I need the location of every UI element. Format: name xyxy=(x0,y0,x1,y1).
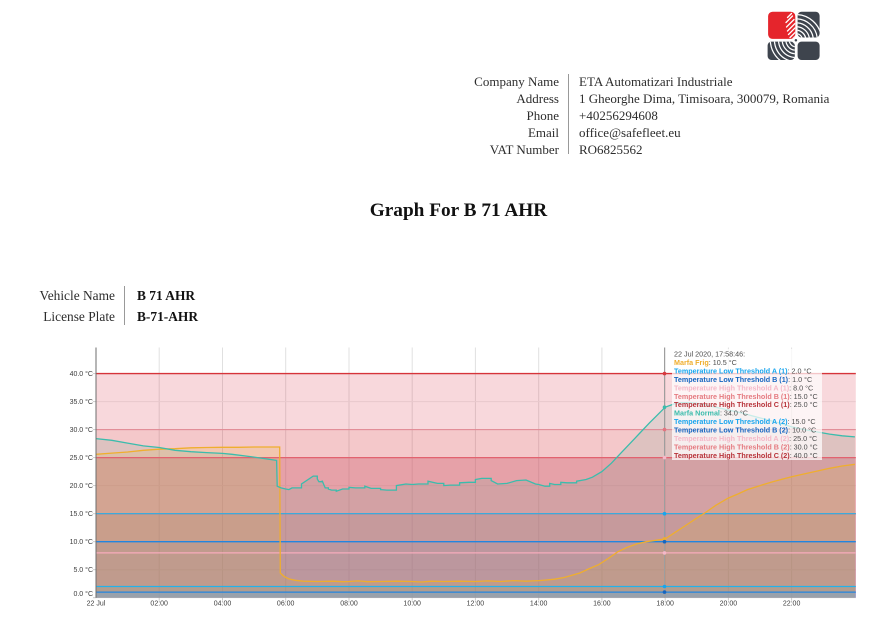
svg-text:Temperature High Threshold B (: Temperature High Threshold B (1): 15.0 °… xyxy=(674,392,818,401)
svg-text:02:00: 02:00 xyxy=(150,601,168,608)
svg-text:18:00: 18:00 xyxy=(656,601,674,608)
svg-text:Temperature Low Threshold A (2: Temperature Low Threshold A (2): 15.0 °C xyxy=(674,417,816,426)
svg-text:22 Jul: 22 Jul xyxy=(87,601,106,608)
svg-text:22:00: 22:00 xyxy=(783,601,801,608)
svg-text:Temperature Low Threshold B (1: Temperature Low Threshold B (1): 1.0 °C xyxy=(674,375,812,384)
svg-text:Temperature High Threshold C (: Temperature High Threshold C (2): 40.0 °… xyxy=(674,451,818,460)
svg-text:Temperature Low Threshold A (1: Temperature Low Threshold A (1): 2.0 °C xyxy=(674,367,812,376)
svg-text:08:00: 08:00 xyxy=(340,601,358,608)
svg-text:04:00: 04:00 xyxy=(214,601,232,608)
svg-text:20:00: 20:00 xyxy=(720,601,738,608)
svg-text:15.0 °C: 15.0 °C xyxy=(70,510,93,518)
svg-text:14:00: 14:00 xyxy=(530,601,548,608)
svg-text:22 Jul 2020, 17:58:46:: 22 Jul 2020, 17:58:46: xyxy=(674,350,745,359)
svg-text:20.0 °C: 20.0 °C xyxy=(70,482,93,490)
svg-text:10.0 °C: 10.0 °C xyxy=(70,538,93,546)
svg-text:25.0 °C: 25.0 °C xyxy=(70,454,93,462)
svg-text:5.0 °C: 5.0 °C xyxy=(73,566,93,574)
svg-text:Temperature High Threshold A (: Temperature High Threshold A (2): 25.0 °… xyxy=(674,434,817,443)
svg-text:Temperature High Threshold A (: Temperature High Threshold A (1): 8.0 °C xyxy=(674,383,813,392)
svg-text:12:00: 12:00 xyxy=(467,601,485,608)
svg-text:0.0 °C: 0.0 °C xyxy=(73,590,93,598)
svg-text:40.0 °C: 40.0 °C xyxy=(70,370,93,378)
svg-text:Marfa Frig: 10.5 °C: Marfa Frig: 10.5 °C xyxy=(674,358,737,367)
svg-text:Marfa Normal: 34.0 °C: Marfa Normal: 34.0 °C xyxy=(674,409,748,418)
svg-text:16:00: 16:00 xyxy=(593,601,611,608)
svg-text:06:00: 06:00 xyxy=(277,601,295,608)
svg-text:35.0 °C: 35.0 °C xyxy=(70,398,93,406)
svg-text:Temperature High Threshold C (: Temperature High Threshold C (1): 25.0 °… xyxy=(674,400,818,409)
svg-text:10:00: 10:00 xyxy=(403,601,421,608)
svg-text:30.0 °C: 30.0 °C xyxy=(70,426,93,434)
svg-text:Temperature Low Threshold B (2: Temperature Low Threshold B (2): 10.0 °C xyxy=(674,426,816,435)
svg-text:Temperature High Threshold B (: Temperature High Threshold B (2): 30.0 °… xyxy=(674,442,818,451)
